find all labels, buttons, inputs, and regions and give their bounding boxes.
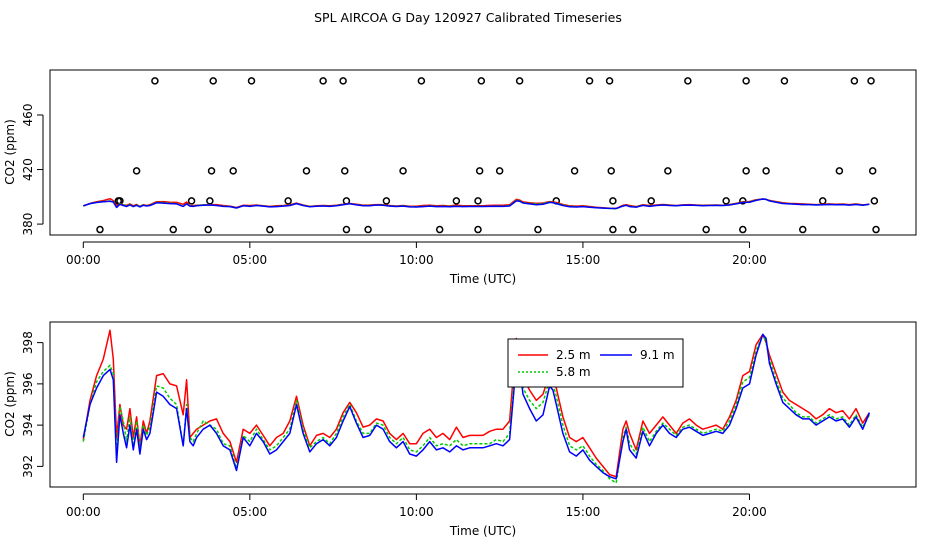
data-point <box>605 77 614 85</box>
data-point <box>474 197 482 205</box>
x-tick-label: 00:00 <box>66 505 101 519</box>
data-point <box>266 225 274 234</box>
y-tick-label: 394 <box>21 414 35 437</box>
series-line-91m <box>83 198 870 210</box>
data-point <box>399 167 407 175</box>
data-point <box>452 197 461 205</box>
top-plot-frame <box>49 69 917 236</box>
x-tick-label: 10:00 <box>399 505 434 519</box>
data-point <box>187 197 196 205</box>
data-point <box>702 225 710 234</box>
top-panel: Time (UTC) CO2 (ppm) 00:00 05:00 10:00 15:0… <box>3 69 917 286</box>
data-point <box>739 225 747 234</box>
data-point <box>799 225 807 234</box>
data-point <box>474 225 482 234</box>
data-point <box>870 197 879 205</box>
data-point <box>229 167 237 175</box>
legend-box <box>507 338 684 388</box>
top-y-ticks: 380 420 460 <box>21 104 44 236</box>
data-point <box>585 77 594 85</box>
top-x-axis-label: Time (UTC) <box>449 272 516 286</box>
data-point <box>607 167 615 175</box>
data-point <box>132 167 141 175</box>
data-point <box>742 77 750 85</box>
data-point <box>629 225 637 234</box>
data-point <box>647 197 655 205</box>
data-point <box>204 225 212 234</box>
x-tick-label: 10:00 <box>399 253 434 267</box>
bottom-y-ticks: 392 394 396 398 <box>21 331 44 478</box>
legend-label-2p5m: 2.5 m <box>556 348 591 362</box>
data-point <box>209 77 217 85</box>
data-point <box>722 197 730 205</box>
data-point <box>609 197 617 205</box>
data-point <box>609 225 617 234</box>
data-point <box>850 77 859 85</box>
bottom-series-lines <box>82 329 871 484</box>
data-point <box>835 167 844 175</box>
x-tick-label: 00:00 <box>66 253 101 267</box>
data-point <box>382 197 391 205</box>
bottom-x-ticks: 00:00 05:00 10:00 15:00 20:00 <box>66 493 767 519</box>
top-x-ticks: 00:00 05:00 10:00 15:00 20:00 <box>66 241 767 267</box>
x-tick-label: 20:00 <box>732 253 767 267</box>
data-point <box>684 77 692 85</box>
data-point <box>247 77 256 85</box>
data-point <box>475 167 484 175</box>
data-point <box>96 225 104 234</box>
figure-title: SPL AIRCOA G Day 120927 Calibrated Times… <box>314 10 622 25</box>
data-point <box>742 167 750 175</box>
data-point <box>872 225 880 234</box>
data-point <box>515 77 524 85</box>
data-point <box>534 225 542 234</box>
bottom-y-axis-label: CO2 (ppm) <box>3 371 17 437</box>
data-point <box>664 167 672 175</box>
y-tick-label: 398 <box>21 331 35 354</box>
data-point <box>570 167 579 175</box>
y-tick-label: 392 <box>21 455 35 478</box>
data-point <box>495 167 504 175</box>
top-y-axis-label: CO2 (ppm) <box>3 119 17 185</box>
bottom-panel: Time (UTC) CO2 (ppm) 00:00 05:00 10:00 15:0… <box>3 321 917 538</box>
data-point <box>341 167 349 175</box>
bottom-x-axis-label: Time (UTC) <box>449 524 516 538</box>
data-point <box>169 225 177 234</box>
top-points <box>96 77 880 234</box>
legend-label-9p1m: 9.1 m <box>640 348 675 362</box>
x-tick-label: 15:00 <box>566 253 601 267</box>
data-point <box>151 77 159 85</box>
series-line-91m <box>82 333 871 480</box>
legend-label-5p8m: 5.8 m <box>556 365 591 379</box>
y-tick-label: 460 <box>21 104 35 127</box>
x-tick-label: 05:00 <box>233 253 268 267</box>
bottom-plot-frame <box>49 321 917 488</box>
data-point <box>435 225 444 234</box>
data-point <box>417 77 426 85</box>
data-point <box>762 167 770 175</box>
x-tick-label: 05:00 <box>233 505 268 519</box>
data-point <box>364 225 372 234</box>
data-point <box>477 77 486 85</box>
data-point <box>319 77 327 85</box>
data-point <box>867 77 875 85</box>
data-point <box>868 167 877 175</box>
top-series-lines <box>83 197 870 210</box>
data-point <box>207 167 216 175</box>
data-point <box>342 225 351 234</box>
x-tick-label: 20:00 <box>732 505 767 519</box>
data-point <box>780 77 789 85</box>
data-point <box>206 197 214 205</box>
data-point <box>339 77 347 85</box>
y-tick-label: 396 <box>21 372 35 395</box>
data-point <box>284 197 292 205</box>
y-tick-label: 380 <box>21 213 35 236</box>
y-tick-label: 420 <box>21 158 35 181</box>
data-point <box>302 167 311 175</box>
series-line-25m <box>82 329 871 478</box>
legend: 2.5 m 9.1 m 5.8 m <box>507 338 684 388</box>
x-tick-label: 15:00 <box>566 505 601 519</box>
